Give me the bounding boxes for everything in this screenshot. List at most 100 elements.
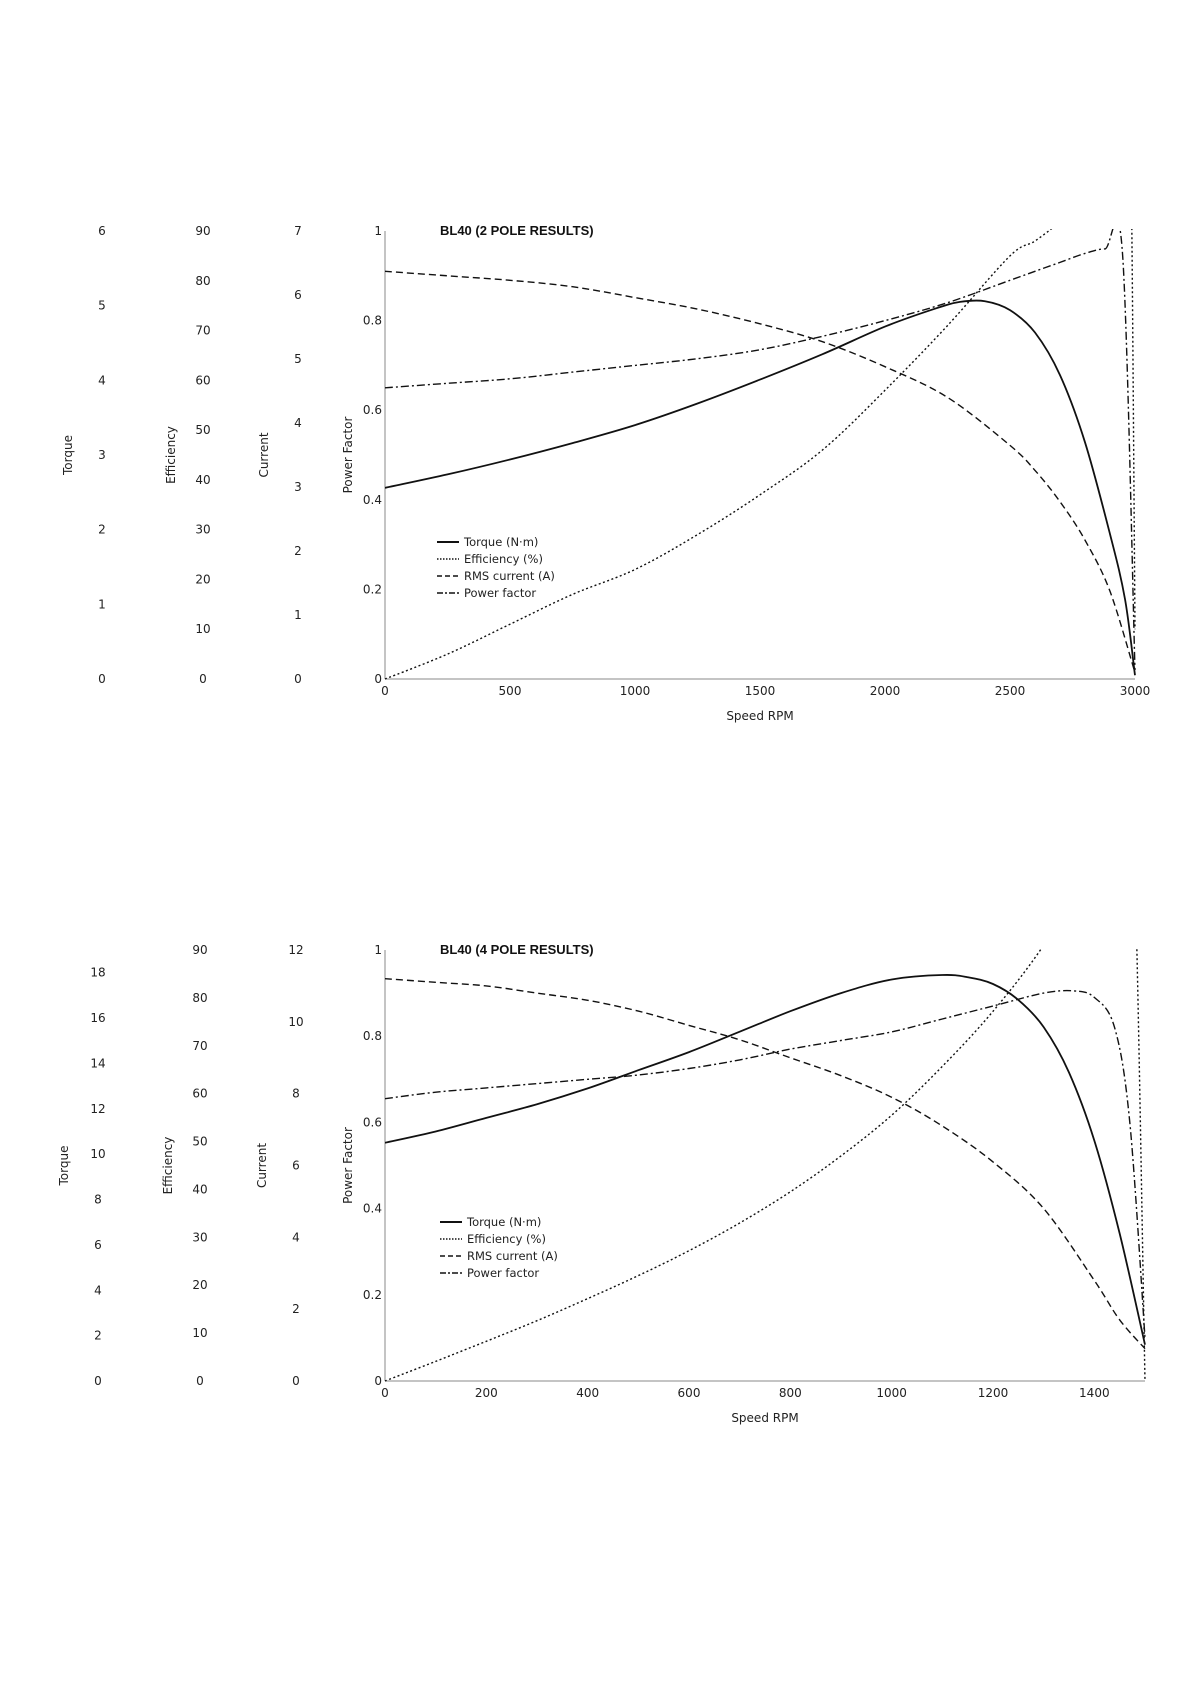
chart-title: BL40 (2 POLE RESULTS): [440, 223, 594, 238]
y-tick-label-torque: 10: [90, 1147, 105, 1161]
x-tick-label: 0: [381, 1386, 389, 1400]
x-tick-label: 1000: [876, 1386, 907, 1400]
x-axis-label: Speed RPM: [726, 709, 793, 723]
x-axis-label: Speed RPM: [731, 1411, 798, 1425]
y-tick-label-power-factor: 0.6: [363, 1115, 382, 1129]
y-tick-label-efficiency: 20: [195, 572, 210, 586]
series-line-rms-current-a: [385, 978, 1146, 1350]
y-tick-label-power-factor: 0.8: [363, 314, 382, 328]
y-tick-label-efficiency: 20: [192, 1278, 207, 1292]
legend-label: Torque (N·m): [463, 535, 538, 549]
y-tick-label-current: 10: [288, 1015, 303, 1029]
y-tick-label-torque: 8: [94, 1193, 102, 1207]
legend-label: RMS current (A): [464, 569, 555, 583]
y-tick-label-torque: 6: [94, 1238, 102, 1252]
y-tick-label-torque: 16: [90, 1011, 105, 1025]
y-tick-label-current: 5: [294, 352, 302, 366]
x-tick-label: 2500: [995, 684, 1026, 698]
legend-label: RMS current (A): [467, 1249, 558, 1263]
y-tick-label-efficiency: 50: [195, 423, 210, 437]
y-tick-label-efficiency: 0: [196, 1374, 204, 1388]
y-tick-label-torque: 12: [90, 1102, 105, 1116]
y-tick-label-efficiency: 60: [192, 1087, 207, 1101]
y-tick-label-efficiency: 30: [192, 1230, 207, 1244]
x-tick-label: 800: [779, 1386, 802, 1400]
y-tick-label-current: 0: [294, 672, 302, 686]
chart-title: BL40 (4 POLE RESULTS): [440, 942, 594, 957]
y-tick-label-efficiency: 70: [195, 324, 210, 338]
y-tick-label-current: 0: [292, 1374, 300, 1388]
y-tick-label-torque: 3: [98, 448, 106, 462]
y-tick-label-efficiency: 70: [192, 1039, 207, 1053]
y-tick-label-current: 12: [288, 943, 303, 957]
legend-label: Torque (N·m): [466, 1215, 541, 1229]
y-tick-label-current: 2: [292, 1302, 300, 1316]
y-tick-label-torque: 18: [90, 966, 105, 980]
y-tick-label-efficiency: 80: [192, 991, 207, 1005]
y-tick-label-power-factor: 0.2: [363, 582, 382, 596]
y-tick-label-efficiency: 10: [195, 622, 210, 636]
series-line-torque-n-m: [385, 974, 1146, 1345]
y-tick-label-power-factor: 0.4: [363, 1202, 382, 1216]
y-axis-label-torque: Torque: [57, 1146, 71, 1187]
y-axis-label-current: Current: [257, 432, 271, 477]
y-tick-label-current: 6: [294, 288, 302, 302]
y-tick-label-efficiency: 90: [192, 943, 207, 957]
chart-bl40-2-pole: BL40 (2 POLE RESULTS) 0 500 1000 1500 2000 250…: [0, 200, 1190, 740]
x-tick-label: 3000: [1120, 684, 1151, 698]
y-tick-label-power-factor: 0.8: [363, 1029, 382, 1043]
legend-label: Efficiency (%): [464, 552, 543, 566]
chart-bl40-4-pole: BL40 (4 POLE RESULTS) 0 200 400 600 800 1000 12…: [0, 920, 1190, 1440]
series-line-power-factor: [385, 989, 1146, 1338]
x-tick-label: 1500: [745, 684, 776, 698]
y-tick-label-current: 7: [294, 224, 302, 238]
x-tick-label: 2000: [870, 684, 901, 698]
y-tick-label-torque: 2: [94, 1329, 102, 1343]
x-tick-label: 200: [475, 1386, 498, 1400]
legend-label: Power factor: [464, 586, 536, 600]
y-axis-label-power-factor: Power Factor: [341, 417, 355, 494]
y-tick-label-torque: 4: [98, 373, 106, 387]
y-axis-label-torque: Torque: [61, 435, 75, 476]
y-tick-label-power-factor: 1: [374, 943, 382, 957]
y-axis-label-efficiency: Efficiency: [164, 426, 178, 484]
y-tick-label-current: 4: [294, 416, 302, 430]
y-tick-label-torque: 6: [98, 224, 106, 238]
x-tick-label: 400: [576, 1386, 599, 1400]
x-tick-label: 0: [381, 684, 389, 698]
y-tick-label-efficiency: 50: [192, 1135, 207, 1149]
y-tick-label-torque: 0: [94, 1374, 102, 1388]
legend-label: Efficiency (%): [467, 1232, 546, 1246]
legend-label: Power factor: [467, 1266, 539, 1280]
y-axis-label-efficiency: Efficiency: [161, 1137, 175, 1195]
y-tick-label-efficiency: 0: [199, 672, 207, 686]
y-tick-label-power-factor: 0.2: [363, 1288, 382, 1302]
y-tick-label-torque: 4: [94, 1283, 102, 1297]
y-tick-label-efficiency: 40: [192, 1182, 207, 1196]
x-tick-label: 500: [499, 684, 522, 698]
y-tick-label-power-factor: 0: [374, 1374, 382, 1388]
chart-svg: BL40 (2 POLE RESULTS)0 500 1000 1500 2000 250…: [61, 223, 1151, 723]
y-tick-label-torque: 5: [98, 299, 106, 313]
y-tick-label-power-factor: 0: [374, 672, 382, 686]
y-tick-label-efficiency: 30: [195, 523, 210, 537]
series-line-efficiency: [385, 229, 1136, 680]
y-tick-label-power-factor: 1: [374, 224, 382, 238]
chart-svg: BL40 (4 POLE RESULTS)0 200 400 600 800 1000 12…: [57, 942, 1146, 1425]
x-tick-label: 1400: [1079, 1386, 1110, 1400]
y-tick-label-torque: 14: [90, 1056, 105, 1070]
y-axis-label-power-factor: Power Factor: [341, 1127, 355, 1204]
x-tick-label: 1000: [620, 684, 651, 698]
y-tick-label-torque: 1: [98, 597, 106, 611]
y-tick-label-efficiency: 90: [195, 224, 210, 238]
y-tick-label-efficiency: 80: [195, 274, 210, 288]
y-axis-label-current: Current: [255, 1143, 269, 1188]
y-tick-label-current: 4: [292, 1230, 300, 1244]
y-tick-label-efficiency: 10: [192, 1326, 207, 1340]
y-tick-label-power-factor: 0.6: [363, 403, 382, 417]
y-tick-label-current: 3: [294, 480, 302, 494]
series-line-efficiency: [385, 948, 1146, 1382]
y-tick-label-current: 6: [292, 1159, 300, 1173]
y-tick-label-current: 1: [294, 608, 302, 622]
series-line-power-factor: [385, 229, 1136, 671]
